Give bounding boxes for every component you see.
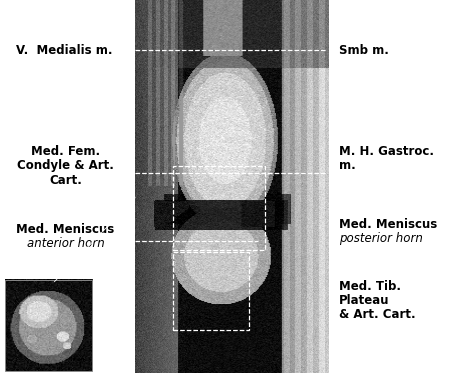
Text: Med. Meniscus: Med. Meniscus	[16, 223, 115, 236]
Bar	[0, 0, 135, 373]
Text: m.: m.	[339, 159, 356, 172]
Text: Condyle & Art.: Condyle & Art.	[17, 160, 114, 172]
Text: Smb m.: Smb m.	[339, 44, 389, 57]
Text: anterior horn: anterior horn	[27, 238, 104, 250]
Text: Cart.: Cart.	[49, 174, 82, 186]
Text: Med. Tib.: Med. Tib.	[339, 280, 401, 292]
Text: M. H. Gastroc.: M. H. Gastroc.	[339, 145, 434, 158]
Text: Med. Fem.: Med. Fem.	[31, 145, 100, 158]
Text: & Art. Cart.: & Art. Cart.	[339, 308, 416, 321]
Text: posterior horn: posterior horn	[339, 232, 423, 245]
Bar	[329, 0, 474, 373]
Bar	[173, 252, 249, 330]
Bar	[5, 280, 92, 371]
Bar	[173, 166, 265, 250]
Text: Med. Meniscus: Med. Meniscus	[339, 218, 437, 231]
Text: Plateau: Plateau	[339, 294, 390, 307]
Text: V.  Medialis m.: V. Medialis m.	[16, 44, 112, 57]
